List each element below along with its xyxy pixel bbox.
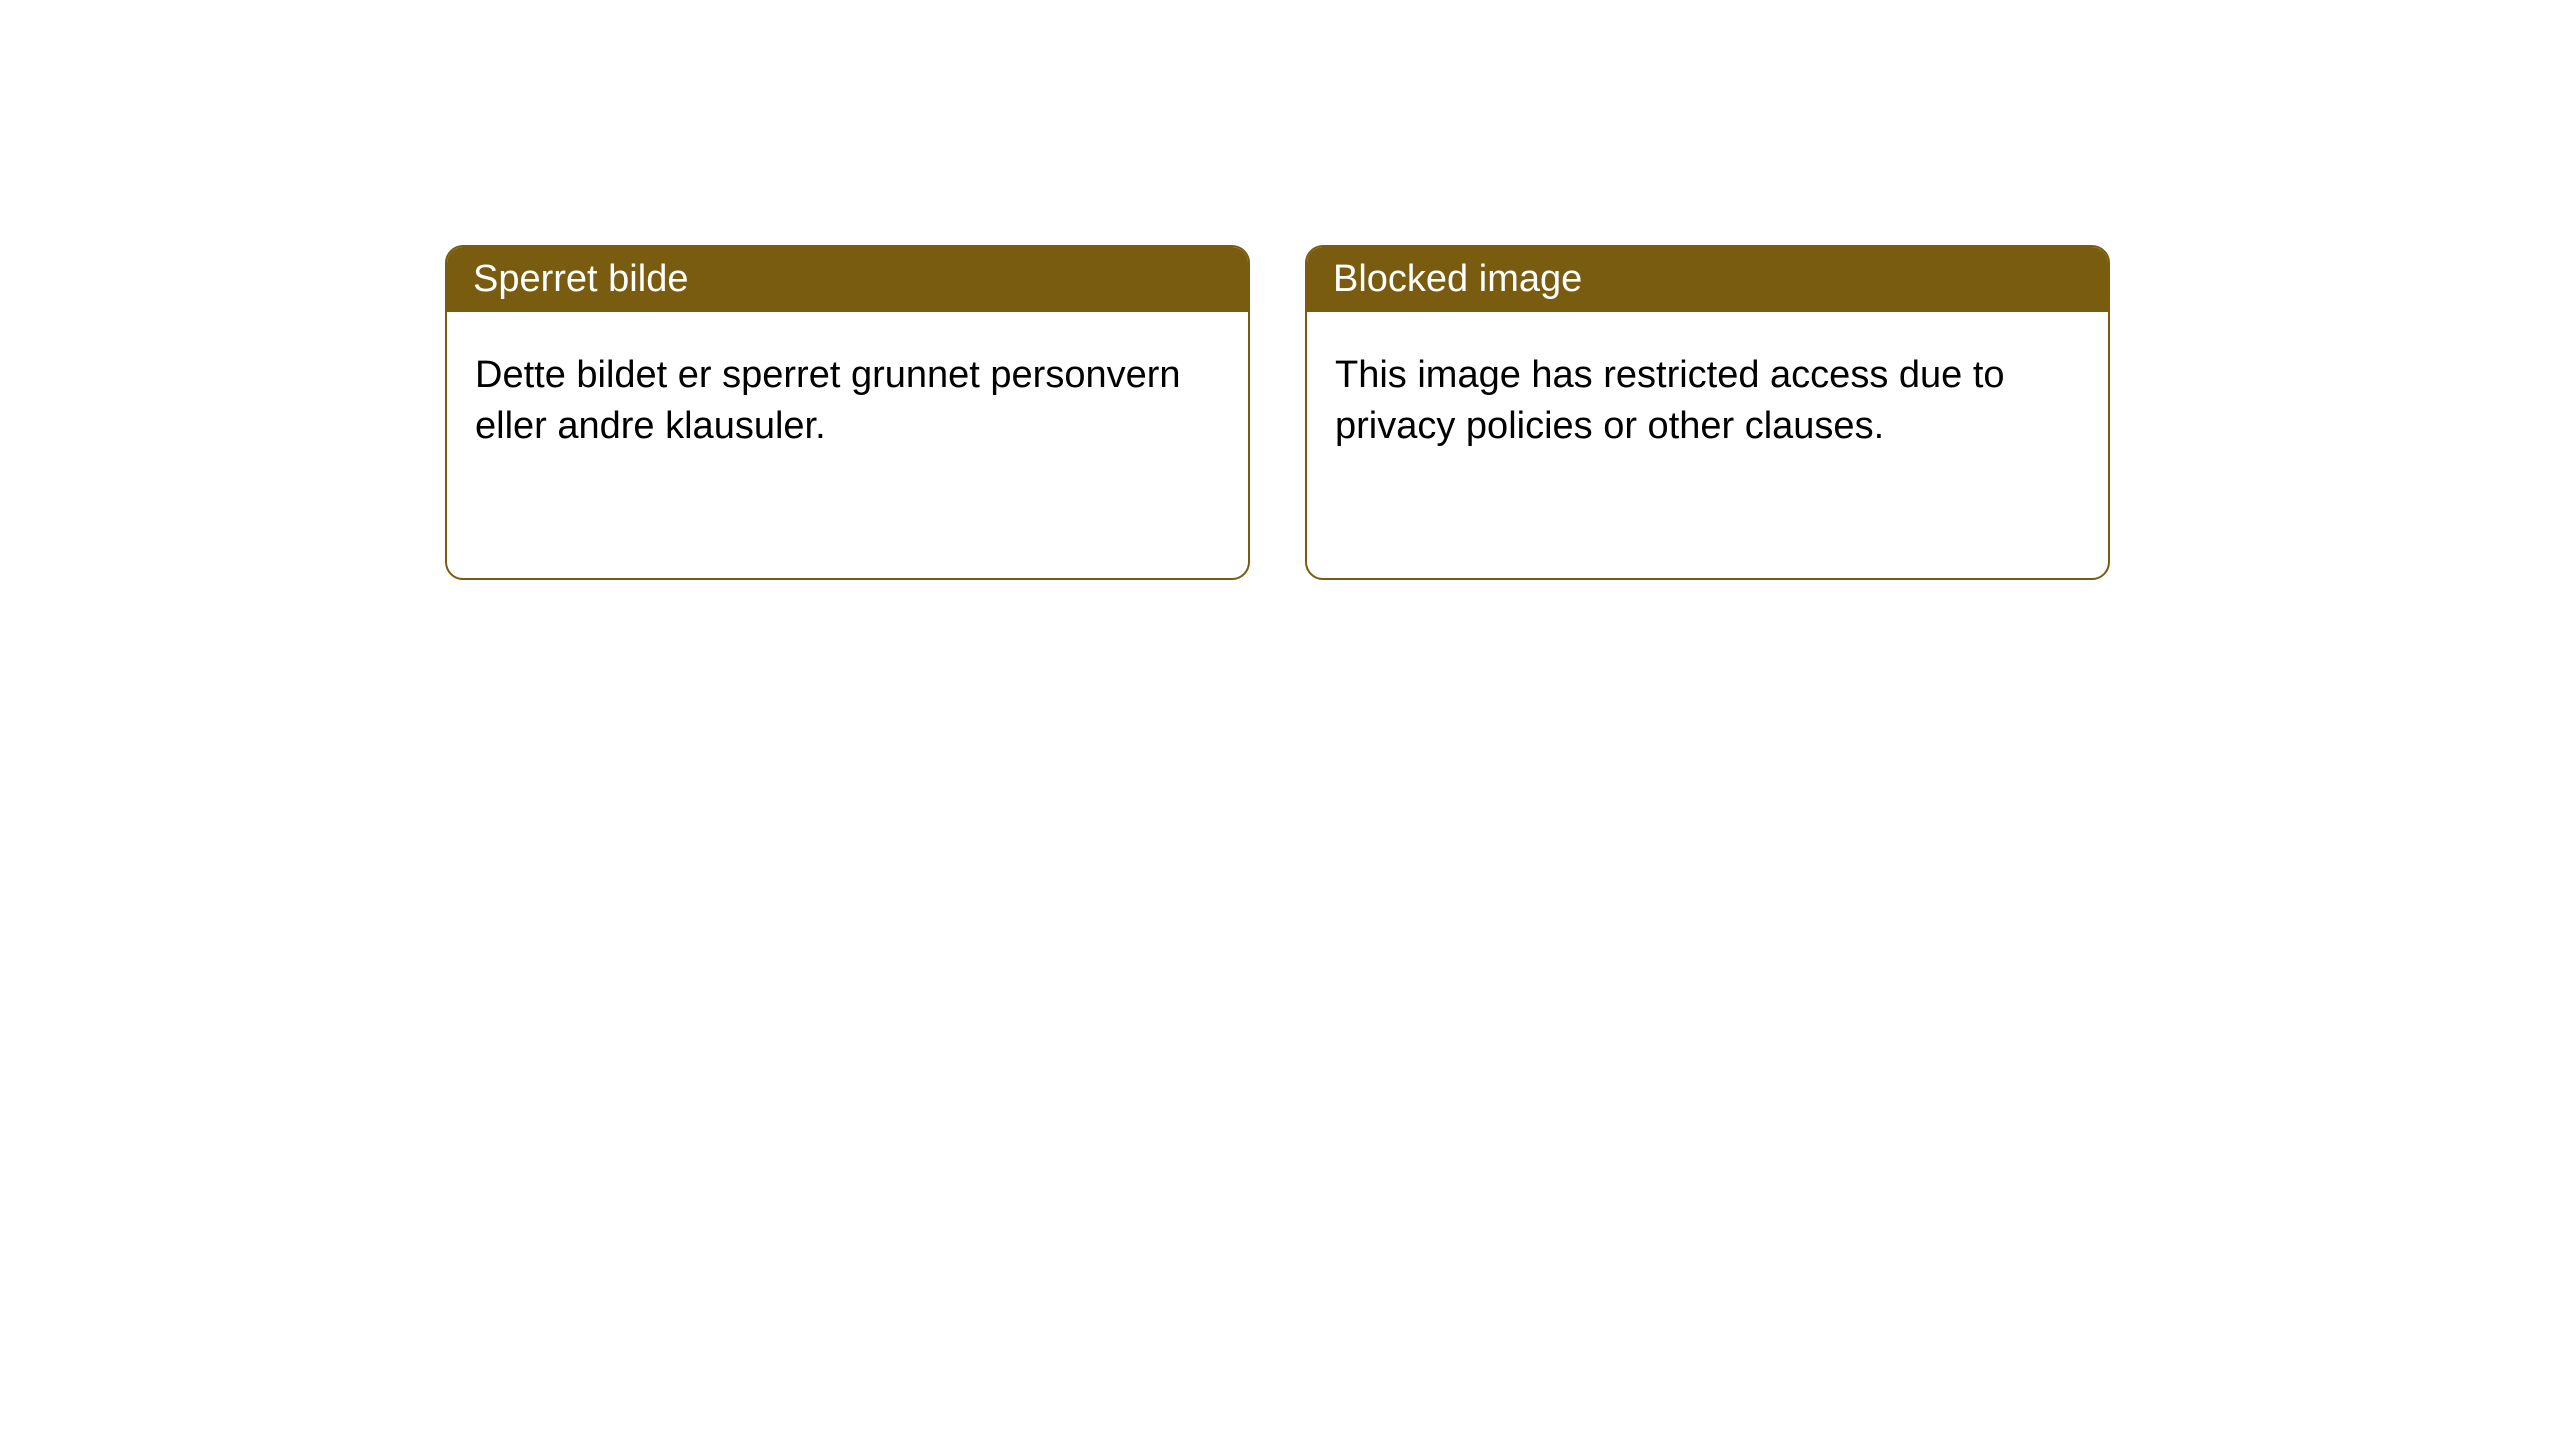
card-title-english: Blocked image xyxy=(1307,247,2108,312)
blocked-image-notices: Sperret bilde Dette bildet er sperret gr… xyxy=(445,245,2110,580)
notice-card-norwegian: Sperret bilde Dette bildet er sperret gr… xyxy=(445,245,1250,580)
card-message-norwegian: Dette bildet er sperret grunnet personve… xyxy=(447,312,1248,491)
card-title-norwegian: Sperret bilde xyxy=(447,247,1248,312)
card-message-english: This image has restricted access due to … xyxy=(1307,312,2108,491)
notice-card-english: Blocked image This image has restricted … xyxy=(1305,245,2110,580)
